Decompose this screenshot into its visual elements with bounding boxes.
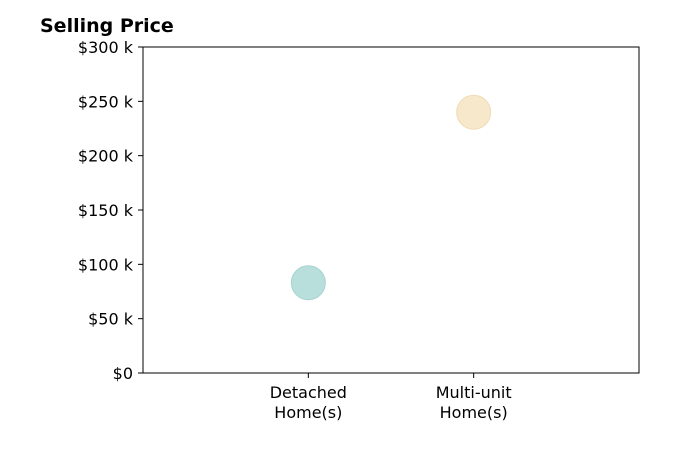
y-tick-label: $50 k [88, 310, 134, 329]
y-tick-label: $100 k [78, 255, 134, 274]
x-tick-label: Detached Home(s) [270, 383, 347, 422]
x-axis: Detached Home(s) Multi-unit Home(s) [270, 373, 512, 422]
data-points [290, 94, 492, 301]
chart-title: Selling Price [40, 15, 174, 37]
data-point [456, 94, 492, 130]
y-tick-label: $200 k [78, 147, 134, 166]
plot-frame [142, 46, 640, 374]
y-tick-label: $300 k [78, 38, 134, 57]
y-tick-label: $150 k [78, 201, 134, 220]
y-tick-label: $250 k [78, 92, 134, 111]
y-tick-label: $0 [113, 364, 133, 383]
y-axis: $0 $50 k $100 k $150 k $200 k $250 k $300 k [78, 38, 143, 383]
x-tick-label: Multi-unit Home(s) [436, 383, 512, 422]
data-point [290, 265, 326, 301]
